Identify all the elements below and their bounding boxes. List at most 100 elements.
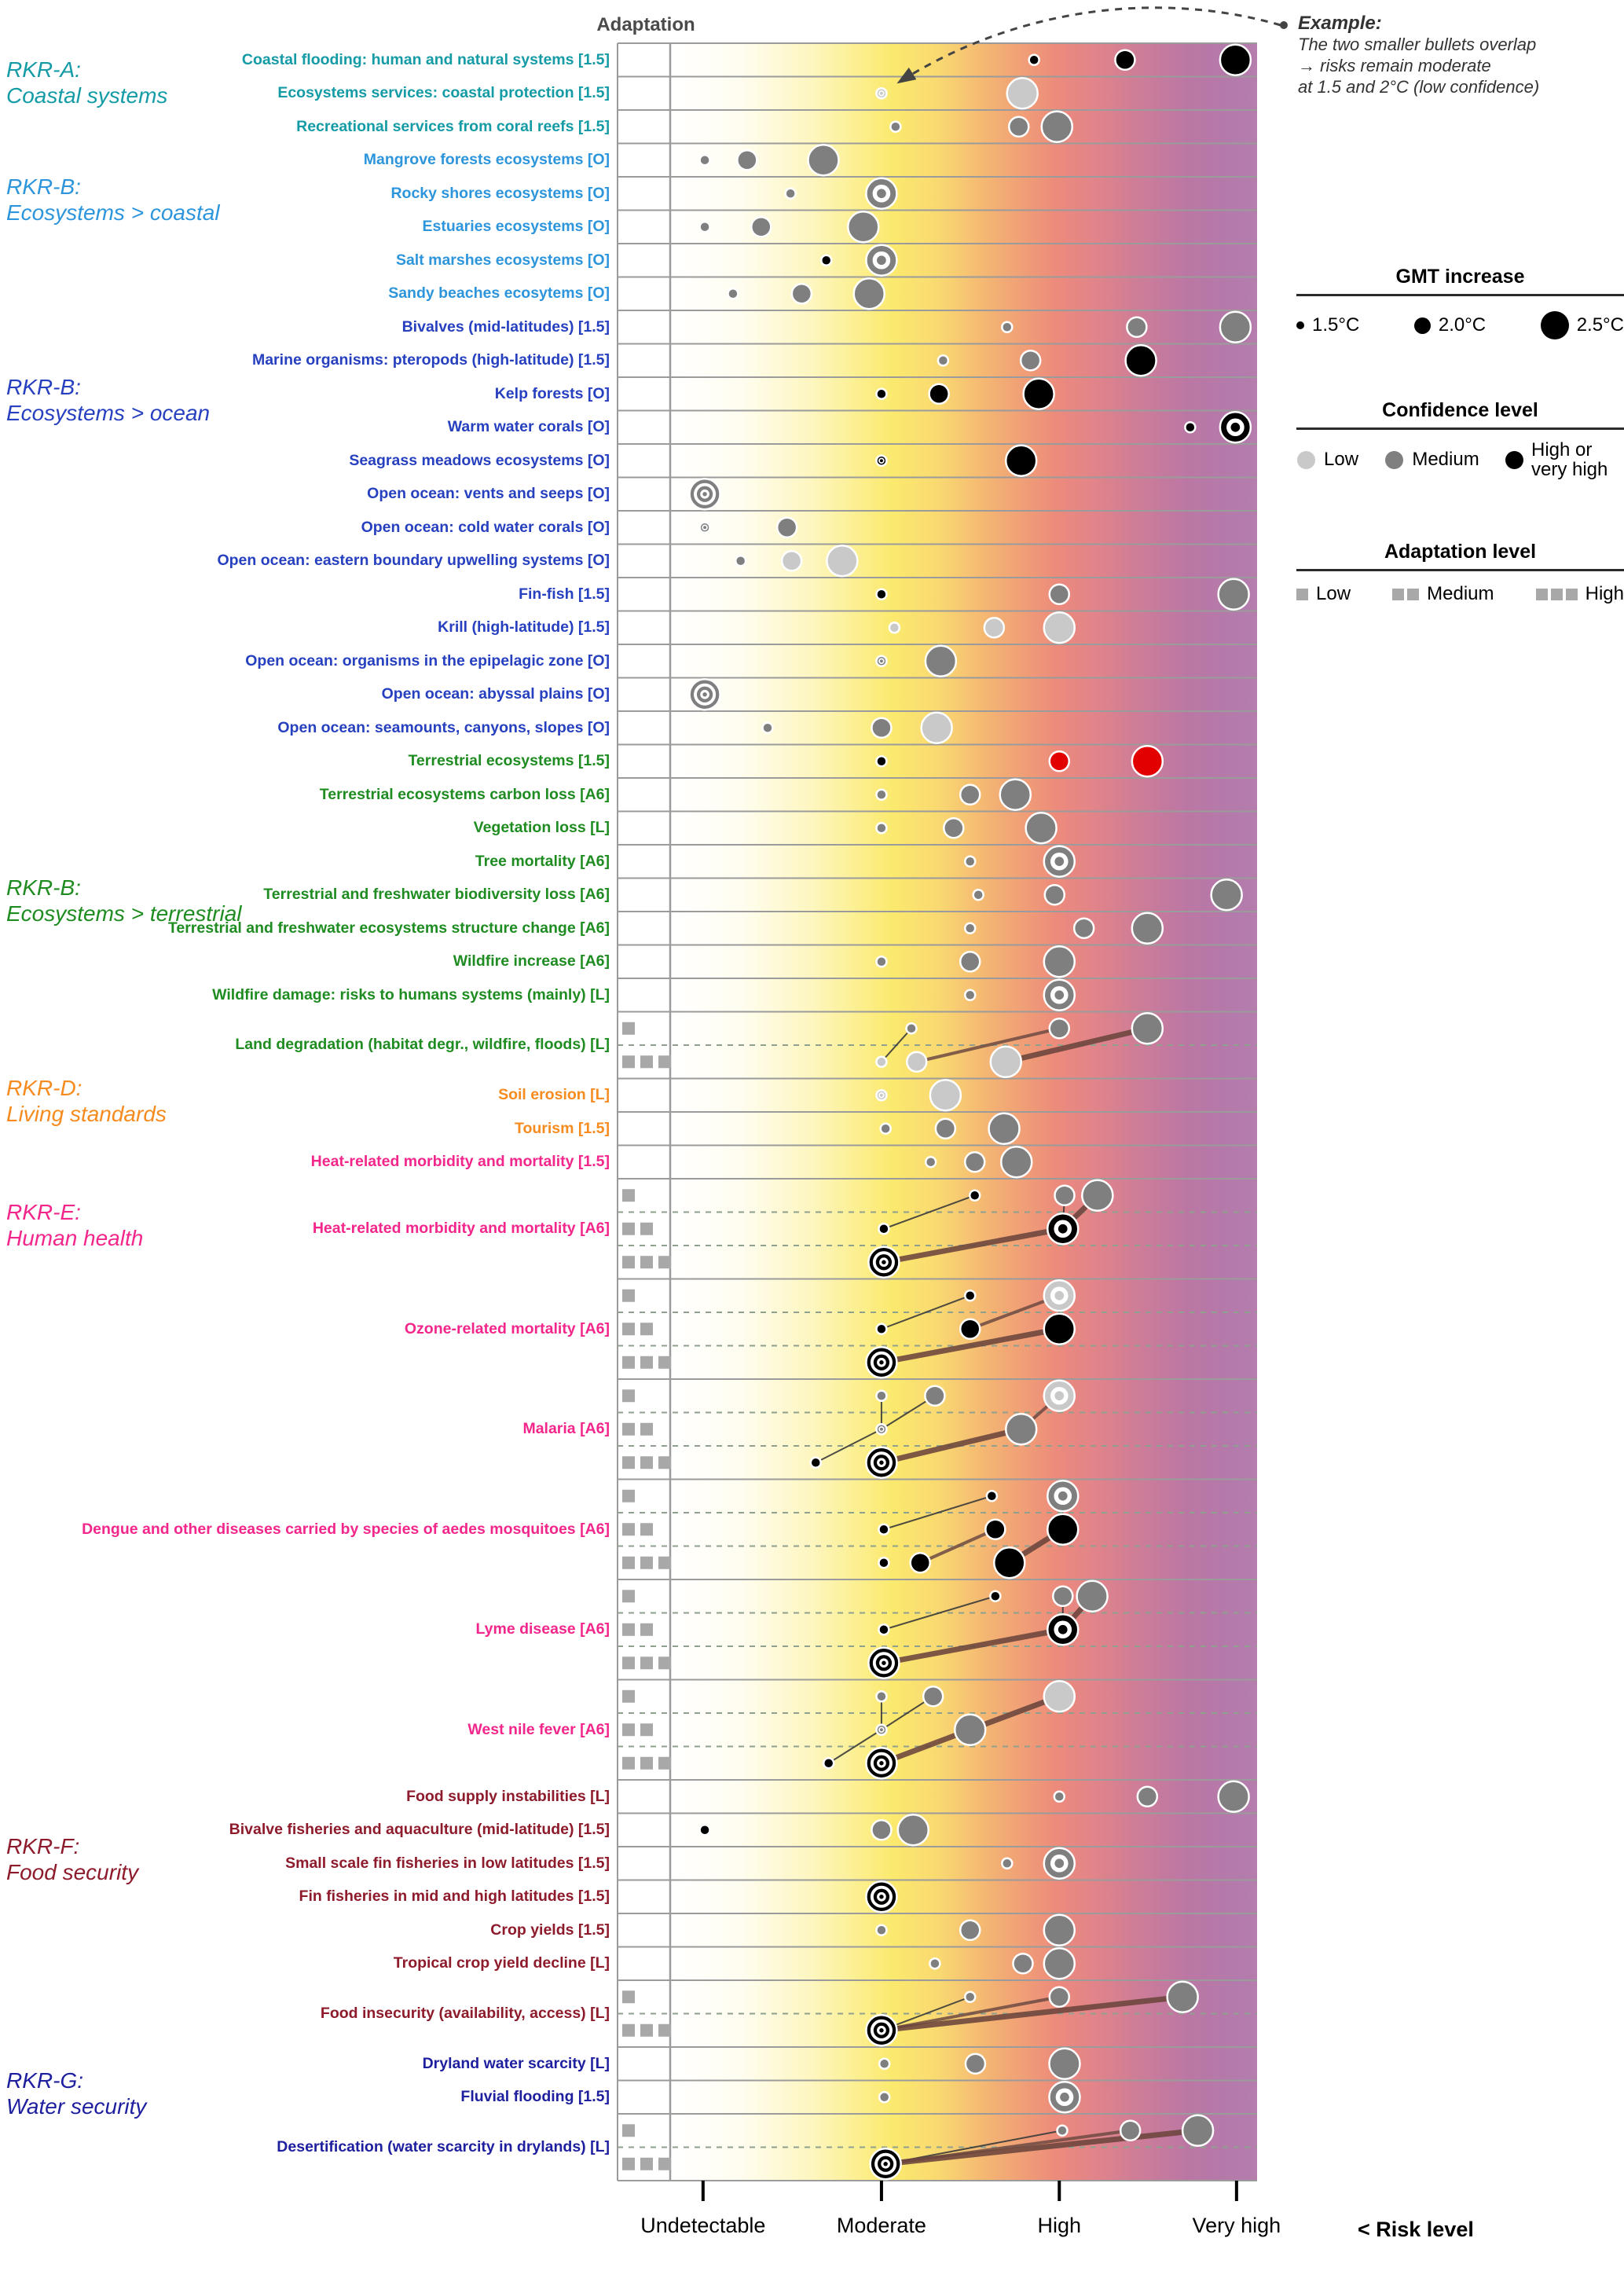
risk-row-label: Terrestrial ecosystems carbon loss [A6]	[319, 785, 610, 803]
risk-bullet-core	[1230, 422, 1241, 432]
group-label-line: RKR-B:	[6, 875, 81, 901]
risk-bullet	[1043, 1947, 1076, 1980]
risk-level-caption: < Risk level	[1358, 2218, 1474, 2241]
adaptation-transition-line	[881, 1994, 1183, 2034]
risk-row-label: Open ocean: vents and seeps [O]	[367, 485, 610, 503]
rkr-group-label: RKR-G: Water security	[6, 2067, 146, 2119]
axis-tick-label: Moderate	[836, 2214, 926, 2237]
group-label-line: RKR-F:	[6, 1834, 80, 1858]
risk-row-label: Fin fisheries in mid and high latitudes …	[299, 1888, 610, 1906]
gmt-1-5-dot-icon	[1296, 321, 1304, 329]
risk-bullet	[1043, 1680, 1076, 1713]
risk-bullet	[852, 277, 885, 310]
risk-bullet	[875, 1055, 888, 1068]
risk-bullet-core	[702, 492, 707, 497]
adaptation-square-icon	[622, 1256, 635, 1269]
adaptation-square-icon	[1565, 588, 1578, 600]
risk-bullet	[963, 922, 977, 934]
adaptation-legend-label: High	[1585, 583, 1624, 604]
example-title: Example:	[1298, 13, 1382, 34]
risk-bullet	[1076, 1579, 1109, 1612]
risk-bullet	[1022, 377, 1055, 410]
risk-row-label: Terrestrial and freshwater biodiversity …	[263, 886, 610, 904]
risk-bullet	[1048, 2047, 1081, 2080]
risk-bullet	[807, 144, 840, 177]
risk-bullet	[1054, 1184, 1076, 1206]
adaptation-transition-line	[883, 1194, 976, 1230]
adaptation-column-header: Adaptation	[596, 14, 695, 35]
adaptation-square-icon	[640, 1523, 653, 1536]
group-label-line: Ecosystems > terrestrial	[6, 901, 242, 926]
risk-bullet	[963, 989, 977, 1001]
risk-bullet	[934, 1117, 957, 1139]
risk-bullet	[1219, 43, 1252, 76]
legend-divider	[1296, 569, 1624, 571]
group-label-line: RKR-B:	[6, 174, 81, 199]
risk-bullet	[1126, 316, 1148, 338]
risk-bullet-core	[877, 189, 886, 199]
risk-bullet	[780, 550, 803, 572]
group-label-line: Living standards	[6, 1102, 167, 1127]
risk-bullet-core	[1054, 1858, 1065, 1869]
risk-row-label: Heat-related morbidity and mortality [A6…	[312, 1220, 610, 1238]
risk-bullet	[1025, 812, 1058, 845]
risk-row-label: Soil erosion [L]	[498, 1086, 610, 1104]
risk-bullet	[1019, 350, 1042, 372]
risk-bullet	[1072, 917, 1095, 939]
risk-row-label: Malaria [A6]	[522, 1420, 610, 1438]
adaptation-square-icon	[622, 1189, 635, 1202]
risk-row-label: Warm water corals [O]	[447, 418, 610, 436]
risk-bullet	[875, 1924, 888, 1936]
risk-bullet	[909, 1552, 931, 1574]
risk-bullet	[985, 1490, 999, 1502]
risk-bullet	[920, 711, 953, 744]
risk-row-label: Krill (high-latitude) [1.5]	[438, 618, 610, 637]
risk-bullet	[1007, 116, 1030, 138]
risk-bullet	[963, 1990, 977, 2003]
risk-row-label: Bivalve fisheries and aquaculture (mid-l…	[229, 1821, 610, 1839]
risk-bullet	[1043, 884, 1066, 906]
confidence-legend-item: Medium	[1384, 449, 1479, 471]
group-label-line: Ecosystems > ocean	[6, 400, 211, 425]
rkr-group-label: RKR-F: Food security	[6, 1833, 138, 1885]
risk-bullet	[1053, 1790, 1066, 1803]
risk-bullet	[784, 187, 797, 200]
risk-bullet	[698, 1824, 711, 1836]
risk-bullet	[896, 1814, 930, 1847]
risk-bullet	[1051, 1585, 1074, 1607]
example-annotation: Example: The two smaller bullets overlap…	[1298, 13, 1612, 97]
risk-bullet	[1210, 879, 1243, 912]
risk-row-label: Seagrass meadows ecosystems [O]	[349, 451, 610, 469]
risk-bullet	[698, 154, 711, 167]
adaptation-transition-line	[881, 1028, 912, 1062]
adaptation-square-icon	[1535, 588, 1548, 600]
risk-bullet	[1048, 583, 1071, 605]
risk-bullet	[1012, 1953, 1034, 1975]
adaptation-square-icon	[658, 2157, 671, 2170]
confidence-legend-label: Low	[1324, 449, 1359, 470]
axis-tick-label: High	[1037, 2214, 1082, 2237]
risk-bullet	[1056, 2124, 1069, 2137]
risk-bullet	[963, 1151, 986, 1173]
risk-bullet	[878, 2091, 891, 2104]
risk-bullet	[1124, 344, 1157, 377]
adaptation-square-icon	[622, 1556, 635, 1569]
adaptation-transition-line	[881, 1426, 1022, 1466]
risk-bullet	[1119, 2119, 1142, 2141]
risk-bullet-core	[1054, 1391, 1065, 1401]
adaptation-transition-line	[916, 1026, 1060, 1064]
adaptation-square-icon	[622, 1323, 635, 1336]
risk-bullet	[1004, 1413, 1038, 1446]
adaptation-square-icon	[622, 1723, 635, 1737]
risk-bullet-core	[879, 1093, 883, 1097]
adaptation-transition-line	[885, 2127, 1198, 2167]
gmt-legend-label: 2.5°C	[1576, 314, 1624, 336]
risk-bullet	[972, 889, 984, 901]
risk-bullet	[1004, 444, 1038, 477]
risk-bullet	[888, 622, 901, 634]
adaptation-square-icon	[622, 1656, 635, 1670]
risk-bullet	[1184, 421, 1197, 434]
risk-bullet-core	[879, 91, 883, 95]
adaptation-square-icon	[622, 1356, 635, 1369]
